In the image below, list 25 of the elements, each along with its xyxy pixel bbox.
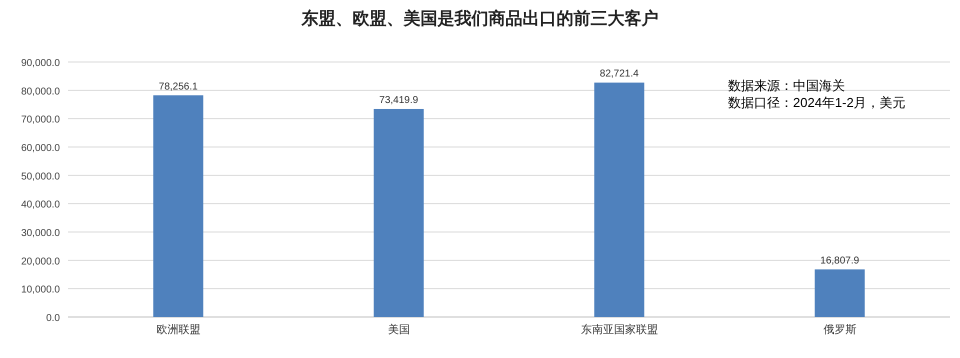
x-tick-label: 俄罗斯 [823, 323, 856, 336]
annotation: 数据口径：2024年1-2月，美元 [728, 95, 906, 110]
annotation: 数据来源：中国海关 [728, 78, 845, 93]
bar [153, 95, 204, 317]
y-tick-label: 20,000.0 [21, 256, 60, 268]
y-tick-label: 30,000.0 [21, 228, 60, 239]
bar [374, 108, 424, 317]
data-label: 73,419.9 [379, 94, 419, 106]
y-tick-label: 50,000.0 [21, 171, 60, 182]
y-tick-label: 70,000.0 [21, 114, 60, 126]
x-tick-label: 东南亚国家联盟 [580, 323, 658, 336]
y-tick-label: 40,000.0 [21, 200, 60, 211]
y-tick-label: 0.0 [46, 313, 60, 324]
data-label: 82,721.4 [600, 68, 640, 80]
y-tick-label: 10,000.0 [21, 284, 60, 296]
chart-title: 东盟、欧盟、美国是我们商品出口的前三大客户 [300, 9, 658, 28]
x-tick-label: 欧洲联盟 [156, 323, 200, 336]
data-label: 16,807.9 [820, 255, 860, 266]
y-tick-label: 80,000.0 [21, 86, 60, 98]
bar [594, 82, 644, 317]
y-tick-label: 60,000.0 [21, 143, 60, 154]
bar [814, 269, 865, 317]
x-tick-label: 美国 [388, 323, 410, 336]
y-tick-label: 90,000.0 [21, 58, 60, 69]
data-label: 78,256.1 [158, 81, 198, 92]
